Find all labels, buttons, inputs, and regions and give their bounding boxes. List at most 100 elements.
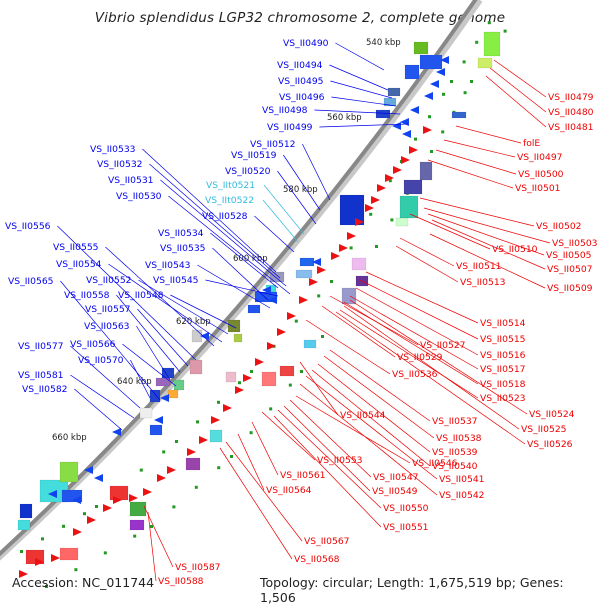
minus-leader-line — [160, 179, 287, 287]
minus-gene-label: VS_II0495 — [278, 76, 324, 87]
minus-gene-label: VS_II0570 — [78, 355, 124, 366]
plus-leader-line — [295, 395, 411, 464]
kbp-tick-label: 580 kbp — [283, 185, 318, 195]
gene-block — [419, 54, 443, 70]
plus-arrow — [167, 466, 176, 474]
minus-gene-label: VS_II0490 — [283, 38, 329, 49]
minus-gene-label: VS_II0519 — [231, 150, 277, 161]
plus-leader-line — [299, 361, 339, 416]
plus-gene-label: VS_II0568 — [294, 554, 340, 565]
minus-gene-label: VS_II0554 — [56, 259, 102, 270]
plus-arrow — [243, 374, 252, 382]
minus-gene-label: VS_II0530 — [116, 191, 162, 202]
plus-gene-label: VS_II0501 — [515, 183, 561, 194]
plus-gene-label: VS_II0567 — [304, 536, 350, 547]
minus-arrow — [268, 296, 277, 304]
kbp-tick-label: 540 kbp — [366, 38, 401, 48]
track-dot — [194, 485, 198, 489]
plus-leader-line — [261, 411, 316, 461]
minus-gene-label: VS_II0531 — [108, 175, 154, 186]
plus-gene-label: VS_II0587 — [175, 562, 221, 573]
gene-block — [139, 407, 153, 419]
minus-arrow — [48, 490, 57, 498]
plus-arrow — [143, 488, 152, 496]
plus-gene-label: VS_II0509 — [547, 283, 593, 294]
kbp-tick-label: 600 kbp — [233, 254, 268, 264]
plus-gene-label: VS_II0515 — [480, 334, 526, 345]
plus-arrow — [371, 196, 380, 204]
plus-arrow — [317, 266, 326, 274]
track-dot — [62, 524, 65, 528]
minus-gene-label: VS_II0498 — [262, 105, 308, 116]
plus-gene-label: VS_II0511 — [456, 261, 502, 272]
plus-gene-label: VS_II0517 — [480, 364, 526, 375]
track-dot — [369, 212, 373, 216]
plus-arrow — [347, 232, 356, 240]
plus-arrow — [393, 166, 402, 174]
minus-gene-label: VS_II0499 — [267, 122, 313, 133]
track-dot — [294, 319, 298, 323]
minus-arrow — [400, 118, 409, 126]
minus-gene-label: VS_II0533 — [90, 144, 136, 155]
plus-leader-line — [443, 139, 516, 158]
plus-leader-line — [225, 441, 303, 542]
plus-arrow — [157, 474, 166, 482]
plus-arrow — [19, 570, 28, 578]
plus-leader-line — [283, 405, 371, 492]
plus-arrow — [35, 558, 44, 566]
minus-gene-label: VS_II0555 — [53, 242, 99, 253]
minus-leader-line — [277, 170, 317, 225]
minus-arrow — [160, 394, 169, 402]
track-dot — [230, 455, 233, 458]
track-dot — [103, 551, 107, 555]
plus-gene-label: VS_II0480 — [548, 107, 594, 118]
plus-leader-line — [431, 219, 546, 270]
minus-leader-line — [170, 294, 237, 329]
plus-gene-label: VS_II0481 — [548, 122, 594, 133]
minus-gene-label: VS_II0581 — [18, 370, 64, 381]
track-dot — [139, 468, 143, 472]
plus-leader-line — [317, 363, 431, 453]
gene-block — [295, 269, 313, 279]
plus-arrow — [113, 496, 122, 504]
minus-arrow — [84, 466, 93, 474]
minus-leader-line — [262, 199, 299, 243]
plus-gene-label: VS_II0525 — [521, 424, 567, 435]
plus-leader-line — [277, 409, 382, 509]
plus-gene-label: VS_II0524 — [529, 409, 575, 420]
gene-block — [413, 41, 429, 55]
minus-arrow — [312, 258, 321, 266]
plus-arrow — [309, 278, 318, 286]
plus-leader-line — [323, 355, 435, 439]
minus-arrow — [402, 130, 411, 138]
minus-leader-line — [70, 374, 135, 419]
minus-leader-line — [142, 148, 277, 273]
plus-gene-label: VS_II0529 — [397, 352, 443, 363]
track-dot — [470, 80, 473, 83]
minus-gene-label: VS_II0566 — [70, 339, 116, 350]
gene-block — [299, 257, 315, 267]
accession-text: Accession: NC_011744 — [12, 575, 155, 590]
plus-arrow — [355, 218, 364, 226]
minus-arrow — [154, 416, 163, 424]
plus-gene-label: VS_II0539 — [432, 447, 478, 458]
minus-leader-line — [130, 359, 151, 399]
gene-block — [419, 161, 433, 181]
gene-block — [383, 97, 397, 107]
map-title: Vibrio splendidus LGP32 chromosome 2, co… — [94, 10, 506, 26]
gene-block — [483, 31, 501, 57]
plus-gene-label: VS_II0502 — [536, 221, 582, 232]
plus-arrow — [103, 504, 112, 512]
plus-gene-label: VS_II0497 — [517, 152, 563, 163]
gene-block — [403, 179, 423, 195]
minus-leader-line — [329, 64, 389, 91]
plus-gene-label: VS_II0518 — [480, 379, 526, 390]
plus-leader-line — [349, 295, 479, 370]
gene-block — [233, 333, 243, 343]
gene-block — [339, 194, 365, 226]
minus-gene-label: VS_II0548 — [118, 290, 164, 301]
minus-leader-line — [168, 195, 291, 295]
plus-gene-label: VS_II0550 — [383, 503, 429, 514]
plus-leader-line — [399, 237, 455, 267]
track-dot — [330, 280, 333, 283]
